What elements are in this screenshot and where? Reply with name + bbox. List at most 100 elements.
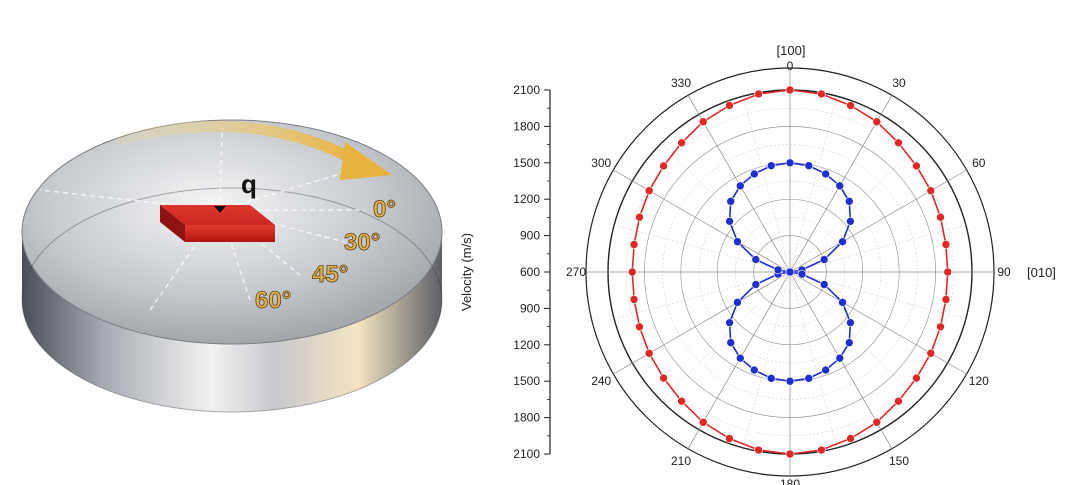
angle-label-30: 30° (344, 229, 380, 256)
radial-tick-label-top-1200: 1200 (513, 192, 540, 206)
series-1-point-100 (797, 269, 807, 279)
series-1-point-340 (750, 169, 759, 179)
series-1-point-330 (735, 181, 745, 191)
series-1-point-270 (785, 267, 795, 277)
minor-spoke-75 (789, 224, 966, 273)
series-1 (725, 158, 855, 386)
angle-tick-label-330: 330 (671, 76, 691, 90)
series-1-point-140 (844, 338, 854, 347)
series-1-point-40 (844, 197, 854, 206)
angle-tick-label-90: 90 (997, 265, 1011, 279)
series-1-point-130 (846, 318, 855, 327)
series-1-point-180 (785, 376, 795, 386)
spoke-120 (789, 271, 967, 375)
series-1-point-350 (766, 161, 776, 170)
series-1-point-170 (804, 374, 814, 383)
series-0-point-200 (725, 434, 734, 443)
minor-spoke-195 (742, 271, 791, 448)
angle-tick-label-300: 300 (591, 156, 611, 170)
series-1-point-10 (804, 161, 814, 170)
minor-spoke-105 (789, 271, 966, 320)
series-0-point-190 (754, 445, 763, 455)
series-0-point-250 (635, 322, 644, 332)
rotating-disk-illustration: q 0° 30° 45° 60° (21, 119, 443, 413)
series-1-point-200 (750, 365, 759, 375)
series-0-point-50 (912, 161, 921, 171)
angle-tick-label-180: 180 (780, 477, 800, 485)
series-1-point-110 (819, 280, 829, 289)
angle-label-60: 60° (255, 287, 291, 314)
spoke-240 (613, 271, 791, 375)
series-0-point-290 (635, 212, 644, 222)
radial-tick-label-bottom-900: 900 (520, 301, 540, 315)
series-0-point-80 (941, 240, 951, 249)
series-1-point-150 (835, 353, 845, 363)
series-1-point-60 (838, 237, 847, 246)
radial-tick-label-top-1800: 1800 (513, 119, 540, 133)
series-0-point-320 (677, 138, 686, 148)
series-0-point-170 (817, 445, 826, 455)
radial-tick-label-bottom-2100: 2100 (513, 447, 540, 461)
angle-tick-label-120: 120 (969, 374, 989, 388)
angle-tick-label-30: 30 (892, 76, 906, 90)
direction-symbol: q (241, 169, 257, 199)
series-0-point-0 (785, 85, 795, 95)
series-1-point-210 (735, 353, 745, 363)
right-direction-label: [010] (1027, 265, 1056, 280)
series-1-point-0 (785, 158, 795, 168)
series-0-point-70 (936, 212, 945, 222)
radial-tick-label-bottom-1200: 1200 (513, 338, 540, 352)
series-1-point-290 (751, 255, 761, 264)
angle-label-0: 0° (373, 196, 396, 223)
series-0-point-210 (698, 417, 708, 427)
series-1-point-300 (733, 237, 742, 246)
top-direction-label: [100] (777, 43, 806, 58)
spoke-60 (789, 169, 967, 273)
angle-tick-label-150: 150 (889, 454, 909, 468)
radial-tick-label-bottom-1500: 1500 (513, 374, 540, 388)
radial-tick-label-top-1500: 1500 (513, 156, 540, 170)
series-0-point-240 (644, 348, 654, 358)
series-0-point-10 (817, 89, 826, 99)
series-0-point-220 (677, 396, 686, 406)
series-0-point-100 (941, 295, 951, 304)
data-series (627, 85, 953, 459)
series-0-point-120 (926, 348, 936, 358)
series-1-point-190 (766, 374, 776, 383)
series-1-point-50 (846, 217, 855, 226)
series-0-point-30 (872, 117, 882, 127)
series-0-point-330 (698, 117, 708, 127)
metal-disk (21, 119, 443, 413)
series-1-point-310 (725, 217, 734, 226)
angle-tick-label-270: 270 (566, 265, 586, 279)
series-1-point-320 (726, 197, 736, 206)
angle-tick-labels: 0 30 60 90 120 150 180 210 240 270 300 330 (566, 59, 1011, 485)
series-1-point-240 (733, 298, 742, 307)
series-0-point-350 (754, 89, 763, 99)
series-0-point-340 (725, 101, 734, 110)
series-1-point-70 (819, 255, 829, 264)
series-0-point-20 (846, 101, 855, 110)
series-1-point-120 (838, 298, 847, 307)
radial-tick-label-top-2100: 2100 (513, 83, 540, 97)
radial-axis: 2100 1800 1500 1200 900 600 900 1200 1500 1800 210… (513, 83, 551, 461)
radial-tick-label-bottom-1800: 1800 (513, 411, 540, 425)
series-0-point-310 (659, 161, 668, 171)
series-0 (627, 85, 953, 459)
series-0-point-300 (644, 186, 654, 196)
rotation-arrow (114, 120, 392, 180)
series-0-point-180 (785, 449, 795, 459)
series-1-point-280 (773, 265, 783, 275)
series-0-point-160 (846, 434, 855, 443)
series-1-point-220 (726, 338, 736, 347)
series-0-point-90 (943, 267, 953, 277)
angle-tick-label-240: 240 (591, 374, 611, 388)
angle-tick-label-0: 0 (787, 59, 794, 73)
series-1-point-230 (725, 318, 734, 327)
radial-tick-label-top-900: 900 (520, 229, 540, 243)
series-0-point-40 (894, 138, 903, 148)
series-0-point-110 (936, 322, 945, 332)
series-1-point-30 (835, 181, 845, 191)
series-0-point-280 (629, 240, 639, 249)
radial-tick-label-top-600: 600 (520, 265, 540, 279)
